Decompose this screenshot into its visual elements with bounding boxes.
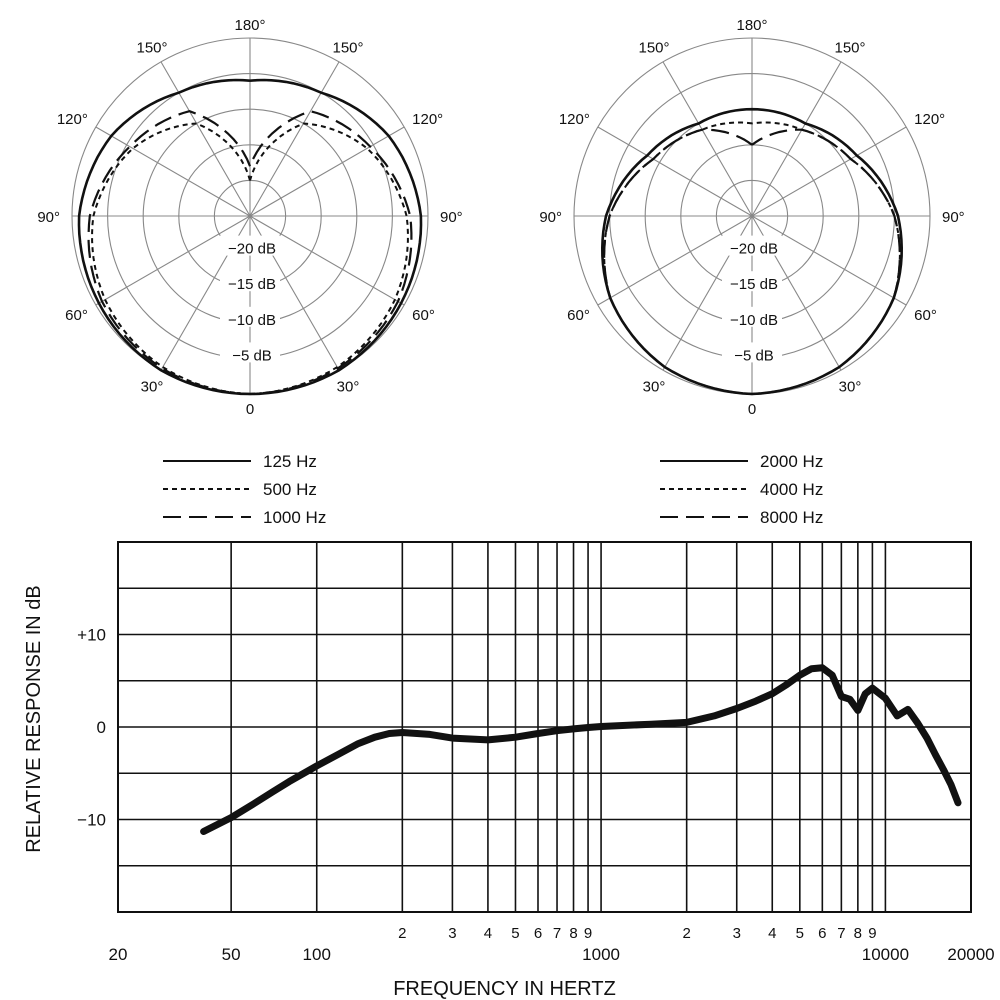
x-tick-label: 7 xyxy=(837,925,845,942)
polar-spoke xyxy=(597,126,753,217)
polar-angle-label: 120° xyxy=(412,111,443,128)
response-curve xyxy=(200,664,962,835)
polar-series-1000-hz xyxy=(87,110,413,396)
x-tick-label: 7 xyxy=(553,925,561,942)
x-tick-label: 5 xyxy=(511,925,519,942)
polar-angle-label: 30° xyxy=(141,379,164,396)
ring-label-bg xyxy=(220,306,280,327)
polar-angle-label: 120° xyxy=(914,111,945,128)
x-tick-label: 1000 xyxy=(582,945,620,964)
polar-spoke xyxy=(160,61,251,217)
y-tick-label: 0 xyxy=(97,718,106,737)
legend-label: 125 Hz xyxy=(263,452,317,471)
y-tick-label: +10 xyxy=(77,626,106,645)
polar-angle-label: 60° xyxy=(914,307,937,324)
polar-angle-label: 0 xyxy=(748,401,756,418)
polar-ring-label: −15 dB xyxy=(228,276,276,293)
polar-spoke xyxy=(249,61,340,217)
legend-label: 1000 Hz xyxy=(263,508,326,527)
polar-angle-label: 180° xyxy=(736,17,767,34)
polar-ring-label: −10 dB xyxy=(228,312,276,329)
legend-label: 4000 Hz xyxy=(760,480,823,499)
x-tick-label: 8 xyxy=(569,925,577,942)
x-tick-label: 50 xyxy=(222,945,241,964)
polar-spoke xyxy=(662,61,753,217)
x-tick-label: 9 xyxy=(584,925,592,942)
ring-label-bg xyxy=(220,235,280,256)
x-tick-label: 6 xyxy=(534,925,542,942)
x-tick-label: 3 xyxy=(733,925,741,942)
polar-angle-label: 30° xyxy=(839,379,862,396)
legend-low-frequencies: 125 Hz 500 Hz 1000 Hz xyxy=(163,452,326,527)
polar-angle-label: 30° xyxy=(643,379,666,396)
polar-spoke xyxy=(751,126,907,217)
polar-spoke xyxy=(95,215,251,306)
polar-spoke xyxy=(249,126,405,217)
polar-ring-label: −10 dB xyxy=(730,312,778,329)
polar-spoke xyxy=(95,126,251,217)
polar-ring-label: −15 dB xyxy=(730,276,778,293)
polar-angle-label: 120° xyxy=(57,111,88,128)
ring-label-bg xyxy=(220,342,280,363)
polar-ring-label: −5 dB xyxy=(734,347,774,364)
legend-label: 2000 Hz xyxy=(760,452,823,471)
ring-label-bg xyxy=(220,271,280,292)
legend-label: 500 Hz xyxy=(263,480,317,499)
x-tick-label: 100 xyxy=(303,945,331,964)
polar-series-8000-hz xyxy=(602,128,902,396)
polar-angle-label: 150° xyxy=(136,39,167,56)
ring-label-bg xyxy=(722,271,782,292)
polar-pattern-low-frequencies: 180° 150° 150° 120° 120° 90° 90° 60° 60° 30° 30° 0 −… xyxy=(37,17,462,418)
polar-ring-label: −5 dB xyxy=(232,347,272,364)
x-tick-label: 8 xyxy=(854,925,862,942)
polar-angle-label: 150° xyxy=(332,39,363,56)
polar-angle-label: 90° xyxy=(942,209,965,226)
polar-angle-label: 150° xyxy=(638,39,669,56)
polar-angle-label: 90° xyxy=(37,209,60,226)
polar-ring-label: −20 dB xyxy=(730,241,778,258)
x-tick-label: 2 xyxy=(682,925,690,942)
ring-label-bg xyxy=(722,342,782,363)
polar-angle-label: 60° xyxy=(567,307,590,324)
x-tick-label: 9 xyxy=(868,925,876,942)
polar-angle-label: 90° xyxy=(440,209,463,226)
polar-angle-label: 60° xyxy=(65,307,88,324)
y-tick-label: −10 xyxy=(77,811,106,830)
polar-angle-label: 30° xyxy=(337,379,360,396)
x-tick-label: 6 xyxy=(818,925,826,942)
legend-label: 8000 Hz xyxy=(760,508,823,527)
polar-spoke xyxy=(597,215,753,306)
ring-label-bg xyxy=(722,306,782,327)
polar-angle-label: 0 xyxy=(246,401,254,418)
x-tick-label: 4 xyxy=(768,925,776,942)
polar-angle-label: 150° xyxy=(834,39,865,56)
x-tick-label: 10000 xyxy=(862,945,909,964)
polar-spoke xyxy=(751,215,907,306)
x-axis-label: FREQUENCY IN HERTZ xyxy=(393,978,616,1000)
polar-ring-label: −20 dB xyxy=(228,241,276,258)
polar-angle-label: 90° xyxy=(539,209,562,226)
polar-spoke xyxy=(751,61,842,217)
ring-label-bg xyxy=(722,235,782,256)
polar-pattern-high-frequencies: 180° 150° 150° 120° 120° 90° 90° 60° 60° 30° 30° 0 −… xyxy=(539,17,964,418)
legend-high-frequencies: 2000 Hz 4000 Hz 8000 Hz xyxy=(660,452,823,527)
y-axis-label: RELATIVE RESPONSE IN dB xyxy=(23,585,45,853)
x-tick-label: 4 xyxy=(484,925,492,942)
polar-angle-label: 180° xyxy=(234,17,265,34)
x-tick-label: 20 xyxy=(109,945,128,964)
polar-spoke xyxy=(249,215,405,306)
x-tick-label: 2 xyxy=(398,925,406,942)
polar-angle-label: 60° xyxy=(412,307,435,324)
x-tick-label: 20000 xyxy=(947,945,994,964)
x-tick-label: 3 xyxy=(448,925,456,942)
polar-angle-label: 120° xyxy=(559,111,590,128)
x-tick-label: 5 xyxy=(796,925,804,942)
